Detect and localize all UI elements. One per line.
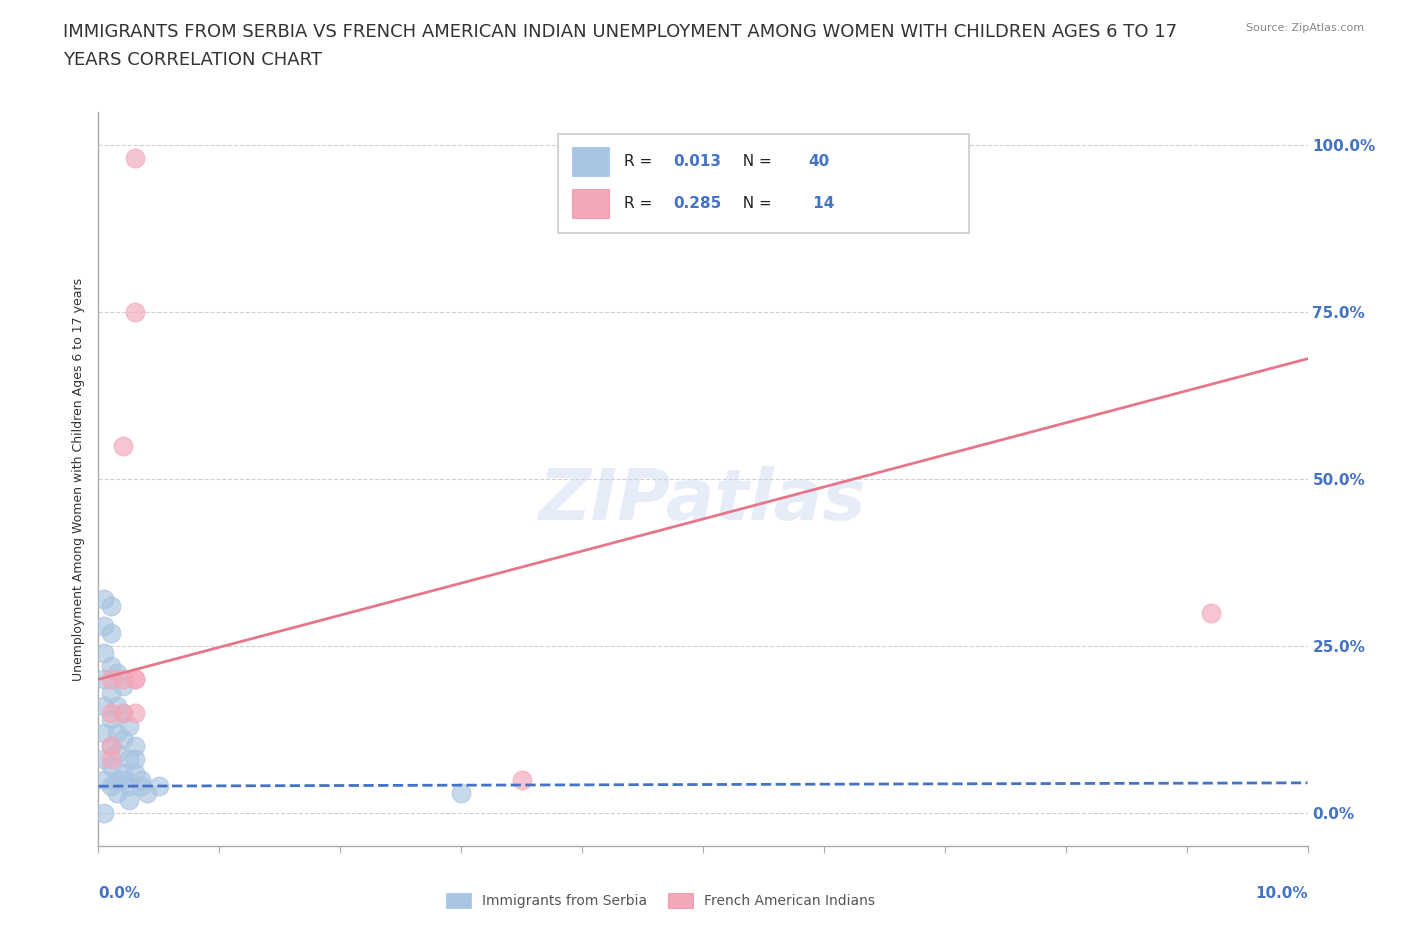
- Text: R =: R =: [624, 154, 658, 169]
- Point: [124, 671, 146, 686]
- Point: [105, 725, 128, 740]
- Text: YEARS CORRELATION CHART: YEARS CORRELATION CHART: [63, 51, 322, 69]
- Text: 0.0%: 0.0%: [98, 886, 141, 901]
- Point: [100, 738, 122, 753]
- Point: [100, 671, 122, 686]
- Text: 0.013: 0.013: [672, 154, 721, 169]
- Point: [1199, 605, 1222, 620]
- Point: [129, 778, 152, 793]
- Y-axis label: Unemployment Among Women with Children Ages 6 to 17 years: Unemployment Among Women with Children A…: [72, 277, 86, 681]
- Text: 14: 14: [808, 196, 835, 211]
- Point: [100, 705, 122, 720]
- Text: Source: ZipAtlas.com: Source: ZipAtlas.com: [1246, 23, 1364, 33]
- Point: [111, 732, 134, 747]
- Text: N =: N =: [734, 196, 778, 211]
- Point: [100, 712, 122, 727]
- Point: [93, 671, 115, 686]
- Text: 0.285: 0.285: [672, 196, 721, 211]
- Point: [111, 679, 134, 694]
- Point: [118, 792, 141, 807]
- Point: [100, 778, 122, 793]
- Text: 10.0%: 10.0%: [1256, 886, 1308, 901]
- Point: [118, 719, 141, 734]
- Point: [148, 778, 170, 793]
- Point: [124, 151, 146, 166]
- Point: [93, 805, 115, 820]
- Point: [100, 752, 122, 767]
- FancyBboxPatch shape: [572, 189, 609, 219]
- Point: [100, 598, 122, 613]
- Point: [93, 618, 115, 633]
- Point: [93, 772, 115, 787]
- Point: [129, 772, 152, 787]
- Point: [124, 304, 146, 319]
- Point: [100, 625, 122, 640]
- Point: [124, 738, 146, 753]
- Point: [124, 752, 146, 767]
- Text: N =: N =: [734, 154, 778, 169]
- Point: [124, 705, 146, 720]
- Point: [111, 705, 134, 720]
- Point: [124, 765, 146, 780]
- Text: 40: 40: [808, 154, 830, 169]
- Point: [93, 645, 115, 660]
- Point: [105, 786, 128, 801]
- Point: [450, 786, 472, 801]
- FancyBboxPatch shape: [572, 147, 609, 177]
- Point: [111, 705, 134, 720]
- Point: [93, 591, 115, 606]
- Point: [124, 671, 146, 686]
- Point: [100, 658, 122, 673]
- Text: R =: R =: [624, 196, 658, 211]
- Point: [100, 759, 122, 774]
- FancyBboxPatch shape: [558, 134, 969, 232]
- Point: [93, 725, 115, 740]
- Point: [105, 772, 128, 787]
- Point: [111, 671, 134, 686]
- Point: [118, 752, 141, 767]
- Point: [510, 772, 533, 787]
- Point: [111, 765, 134, 780]
- Point: [100, 685, 122, 700]
- Point: [105, 698, 128, 713]
- Point: [93, 752, 115, 767]
- Point: [93, 698, 115, 713]
- Point: [105, 745, 128, 760]
- Text: ZIPatlas: ZIPatlas: [540, 467, 866, 536]
- Legend: Immigrants from Serbia, French American Indians: Immigrants from Serbia, French American …: [440, 888, 882, 914]
- Point: [111, 772, 134, 787]
- Text: IMMIGRANTS FROM SERBIA VS FRENCH AMERICAN INDIAN UNEMPLOYMENT AMONG WOMEN WITH C: IMMIGRANTS FROM SERBIA VS FRENCH AMERICA…: [63, 23, 1177, 41]
- Point: [135, 786, 157, 801]
- Point: [105, 665, 128, 680]
- Point: [118, 778, 141, 793]
- Point: [111, 438, 134, 453]
- Point: [100, 738, 122, 753]
